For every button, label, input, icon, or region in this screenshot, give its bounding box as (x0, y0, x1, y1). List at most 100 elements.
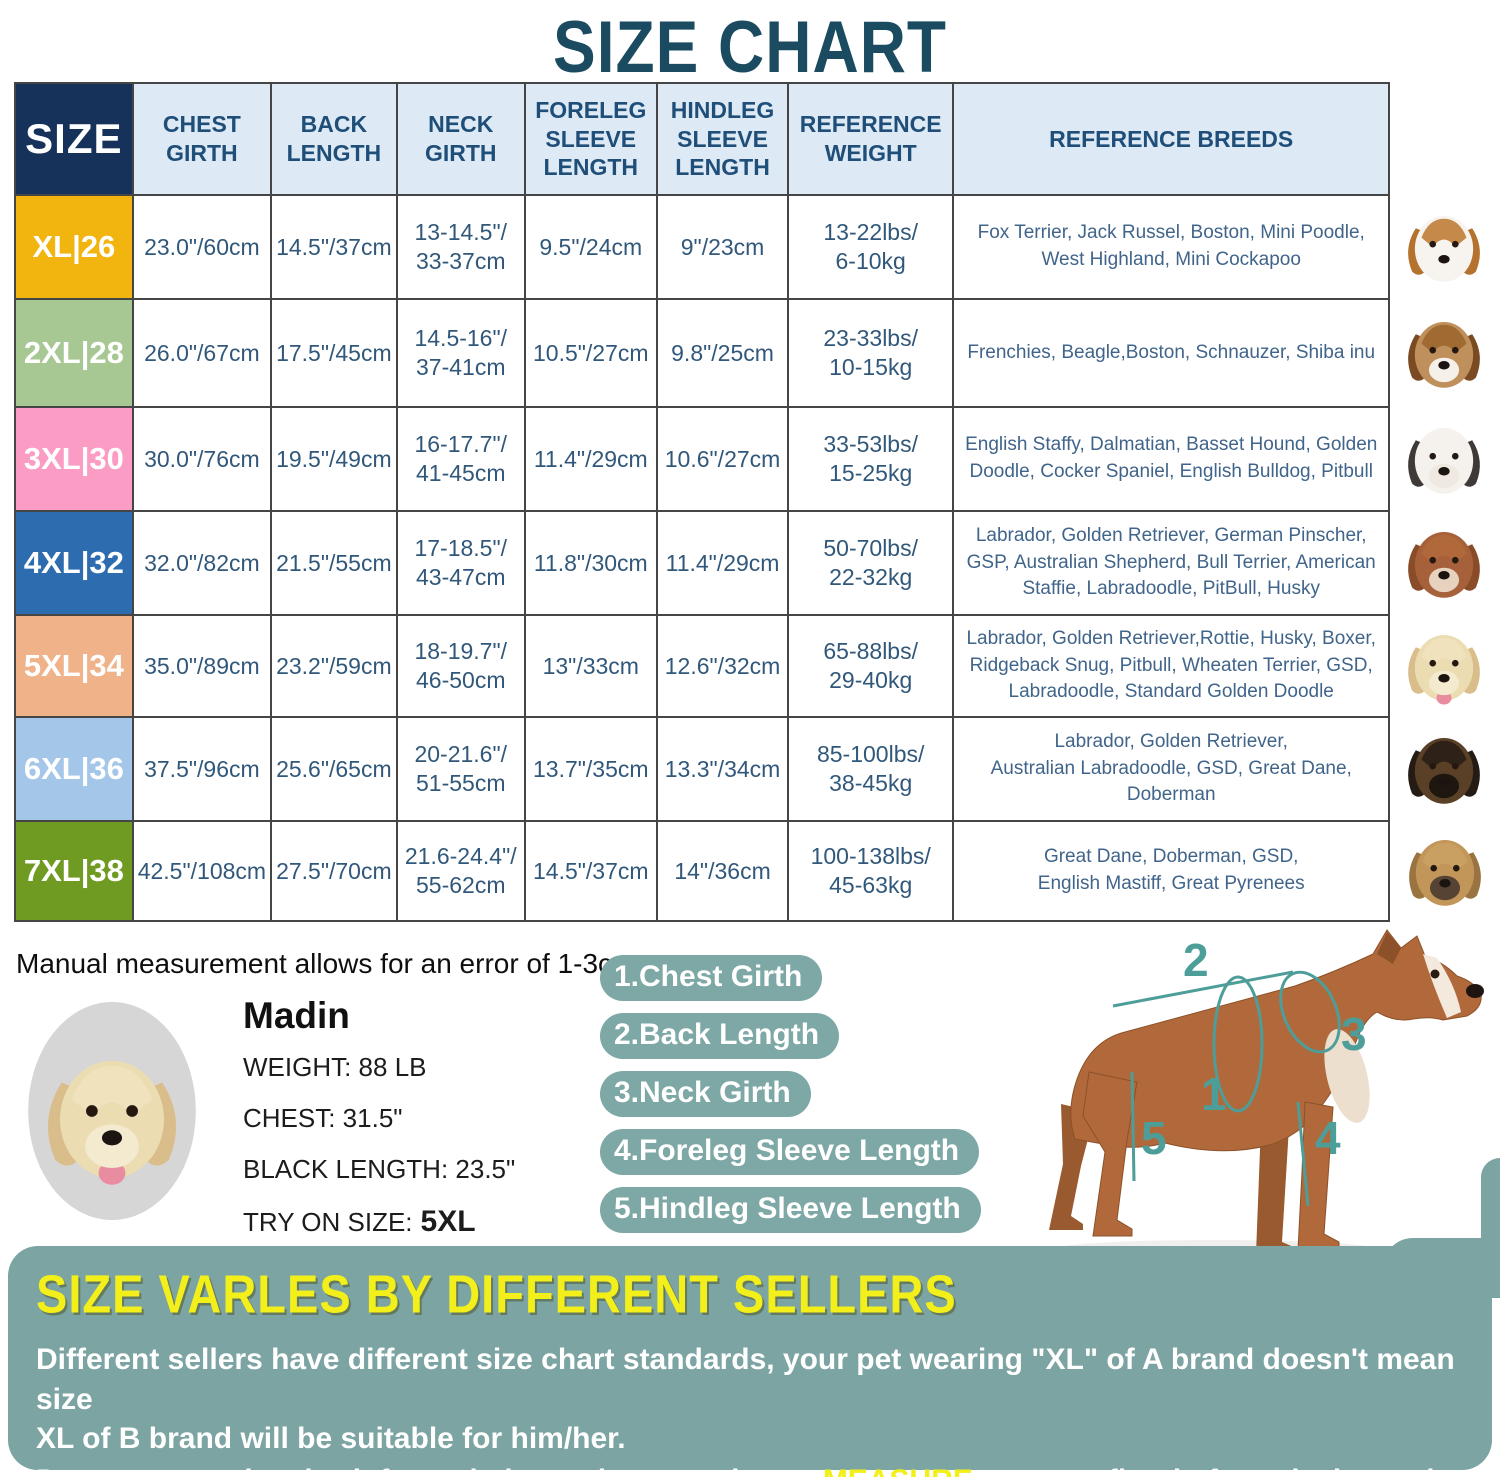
diagram-number-5: 5 (1141, 1112, 1167, 1164)
diagram-number-3: 3 (1341, 1008, 1367, 1060)
chest-cell: 37.5"/96cm (131, 716, 273, 822)
weight-cell: 23-33lbs/ 10-15kg (787, 298, 954, 408)
diagram-number-4: 4 (1315, 1112, 1341, 1164)
size-cell: 5XL|34 (14, 614, 134, 718)
foreleg-cell: 13.7"/35cm (523, 716, 658, 822)
back-cell: 17.5"/45cm (270, 298, 398, 408)
foreleg-cell: 13"/33cm (523, 614, 658, 718)
hindleg-cell: 9.8"/25cm (655, 298, 790, 408)
dalmatian-dog-icon (1397, 412, 1491, 506)
size-cell: 3XL|30 (14, 406, 134, 512)
size-cell: 2XL|28 (14, 298, 134, 408)
table-header-row: SIZE CHEST GIRTH BACK LENGTH NECK GIRTH … (14, 82, 1499, 196)
measure-highlight: MEASURE (823, 1464, 973, 1477)
chest-cell: 23.0"/60cm (131, 194, 273, 300)
breeds-cell: Great Dane, Doberman, GSD, English Masti… (951, 820, 1391, 922)
seller-warning-heading: SIZE VARLES BY DIFFERENT SELLERS (36, 1263, 957, 1325)
neck-cell: 20-21.6"/ 51-55cm (395, 716, 526, 822)
neck-cell: 14.5-16"/ 37-41cm (395, 298, 526, 408)
pill-back-length: 2.Back Length (600, 1013, 840, 1059)
example-dog-photo (28, 1002, 196, 1220)
foreleg-cell: 11.8"/30cm (523, 510, 658, 616)
jack-russell-dog-icon (1397, 200, 1491, 294)
german-shepherd-dog-icon (1397, 722, 1491, 816)
great-dane-dog-icon (1398, 824, 1492, 918)
back-cell: 27.5"/70cm (270, 820, 398, 922)
example-weight: WEIGHT: 88 LB (243, 1052, 427, 1082)
breeds-cell: Labrador, Golden Retriever,Rottie, Husky… (951, 614, 1391, 718)
warning-line-2: Do not guess the size info, and please d… (36, 1461, 1476, 1477)
col-header-hindleg-sleeve: HINDLEG SLEEVE LENGTH (655, 82, 790, 196)
example-back-length: BLACK LENGTH: 23.5" (243, 1154, 516, 1184)
col-header-reference-weight: REFERENCE WEIGHT (787, 82, 954, 196)
neck-cell: 18-19.7"/ 46-50cm (395, 614, 526, 718)
col-header-back-length: BACK LENGTH (270, 82, 398, 196)
size-cell: 7XL|38 (14, 820, 134, 922)
try-on-size-value: 5XL (420, 1205, 476, 1238)
chest-cell: 35.0"/89cm (131, 614, 273, 718)
teal-corner-decoration-small (1481, 1158, 1500, 1258)
measurement-error-note: Manual measurement allows for an error o… (16, 948, 636, 979)
beagle-dog-icon (1397, 306, 1491, 400)
weight-cell: 33-53lbs/ 15-25kg (787, 406, 954, 512)
measurement-legend: 1.Chest Girth 2.Back Length 3.Neck Girth… (600, 955, 981, 1245)
breeds-cell: English Staffy, Dalmatian, Basset Hound,… (951, 406, 1391, 512)
size-cell: 4XL|32 (14, 510, 134, 616)
standing-dog-illustration (1049, 929, 1484, 1254)
foreleg-cell: 11.4"/29cm (523, 406, 658, 512)
breeds-cell: Fox Terrier, Jack Russel, Boston, Mini P… (951, 194, 1391, 300)
example-dog-stats: WEIGHT: 88 LB CHEST: 31.5" BLACK LENGTH:… (243, 1052, 515, 1259)
weight-cell: 65-88lbs/ 29-40kg (787, 614, 954, 718)
col-header-reference-breeds: REFERENCE BREEDS (951, 82, 1391, 196)
table-row-5xl: 5XL|34 35.0"/89cm 23.2"/59cm 18-19.7"/ 4… (14, 614, 1499, 718)
table-row-2xl: 2XL|28 26.0"/67cm 17.5"/45cm 14.5-16"/ 3… (14, 298, 1499, 408)
pill-chest-girth: 1.Chest Girth (600, 955, 823, 1001)
american-staffordshire-dog-icon (1397, 516, 1491, 610)
example-chest: CHEST: 31.5" (243, 1103, 403, 1133)
labrador-dog-icon (1397, 619, 1491, 713)
breeds-cell: Labrador, Golden Retriever, German Pinsc… (951, 510, 1391, 616)
col-header-foreleg-sleeve: FORELEG SLEEVE LENGTH (523, 82, 658, 196)
weight-cell: 85-100lbs/ 38-45kg (787, 716, 954, 822)
neck-cell: 21.6-24.4"/ 55-62cm (395, 820, 526, 922)
foreleg-cell: 9.5"/24cm (523, 194, 658, 300)
pill-foreleg-sleeve-length: 4.Foreleg Sleeve Length (600, 1129, 980, 1175)
seller-warning-panel: SIZE VARLES BY DIFFERENT SELLERS Differe… (8, 1246, 1492, 1477)
foreleg-cell: 14.5"/37cm (523, 820, 658, 922)
seller-warning-text: Different sellers have different size ch… (36, 1340, 1476, 1477)
table-row-4xl: 4XL|32 32.0"/82cm 21.5"/55cm 17-18.5"/ 4… (14, 510, 1499, 616)
hindleg-cell: 10.6"/27cm (655, 406, 790, 512)
diagram-number-2: 2 (1183, 934, 1209, 986)
page-title: SIZE CHART (553, 5, 947, 88)
weight-cell: 50-70lbs/ 22-32kg (787, 510, 954, 616)
neck-cell: 17-18.5"/ 43-47cm (395, 510, 526, 616)
chest-cell: 26.0"/67cm (131, 298, 273, 408)
size-cell: XL|26 (14, 194, 134, 300)
back-cell: 21.5"/55cm (270, 510, 398, 616)
hindleg-cell: 14"/36cm (655, 820, 790, 922)
col-header-size: SIZE (14, 82, 134, 196)
diagram-number-1: 1 (1201, 1068, 1227, 1120)
warning-line-1: Different sellers have different size ch… (36, 1343, 1455, 1456)
foreleg-cell: 10.5"/27cm (523, 298, 658, 408)
table-row-xl: XL|26 23.0"/60cm 14.5"/37cm 13-14.5"/ 33… (14, 194, 1499, 300)
back-cell: 23.2"/59cm (270, 614, 398, 718)
weight-cell: 100-138lbs/ 45-63kg (787, 820, 954, 922)
hindleg-cell: 12.6"/32cm (655, 614, 790, 718)
table-row-7xl: 7XL|38 42.5"/108cm 27.5"/70cm 21.6-24.4"… (14, 820, 1499, 922)
pill-hindleg-sleeve-length: 5.Hindleg Sleeve Length (600, 1187, 981, 1233)
col-header-neck-girth: NECK GIRTH (395, 82, 526, 196)
chest-cell: 30.0"/76cm (131, 406, 273, 512)
hindleg-cell: 13.3"/34cm (655, 716, 790, 822)
table-row-3xl: 3XL|30 30.0"/76cm 19.5"/49cm 16-17.7"/ 4… (14, 406, 1499, 512)
pill-neck-girth: 3.Neck Girth (600, 1071, 811, 1117)
breeds-cell: Labrador, Golden Retriever, Australian L… (951, 716, 1391, 822)
neck-cell: 16-17.7"/ 41-45cm (395, 406, 526, 512)
back-cell: 14.5"/37cm (270, 194, 398, 300)
example-try-on-size: TRY ON SIZE: 5XL (243, 1205, 476, 1238)
size-table: SIZE CHEST GIRTH BACK LENGTH NECK GIRTH … (14, 82, 1500, 922)
hindleg-cell: 11.4"/29cm (655, 510, 790, 616)
hindleg-cell: 9"/23cm (655, 194, 790, 300)
col-header-chest-girth: CHEST GIRTH (131, 82, 273, 196)
